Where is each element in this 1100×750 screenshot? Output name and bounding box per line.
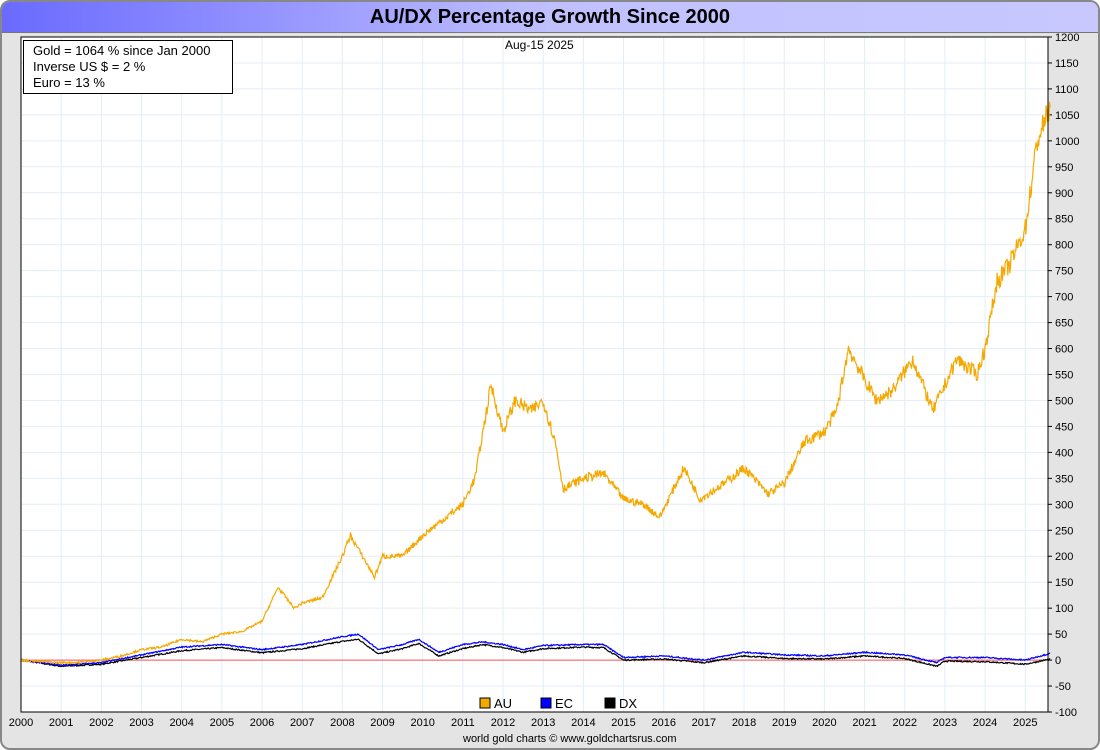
x-tick-label: 2006 xyxy=(250,717,274,729)
chart-title: AU/DX Percentage Growth Since 2000 xyxy=(2,2,1098,33)
y-tick-label: 900 xyxy=(1055,188,1073,200)
y-tick-label: 950 xyxy=(1055,162,1073,174)
y-tick-label: 800 xyxy=(1055,240,1073,252)
legend-label-dx: DX xyxy=(619,696,637,711)
x-tick-label: 2020 xyxy=(812,717,836,729)
y-tick-label: 550 xyxy=(1055,370,1073,382)
x-tick-label: 2008 xyxy=(330,717,354,729)
y-tick-label: -50 xyxy=(1055,681,1071,693)
legend-label-ec: EC xyxy=(555,696,573,711)
y-tick-label: 300 xyxy=(1055,499,1073,511)
info-box: Gold = 1064 % since Jan 2000 Inverse US … xyxy=(23,40,233,94)
x-tick-label: 2014 xyxy=(571,717,595,729)
y-tick-label: 1100 xyxy=(1055,84,1079,96)
x-tick-label: 2017 xyxy=(692,717,716,729)
x-tick-label: 2018 xyxy=(732,717,756,729)
series-line-dx xyxy=(20,638,1051,668)
y-tick-label: 350 xyxy=(1055,473,1073,485)
x-tick-label: 2019 xyxy=(772,717,796,729)
y-tick-label: 1200 xyxy=(1055,32,1079,44)
x-tick-label: 2011 xyxy=(451,717,475,729)
x-tick-label: 2021 xyxy=(852,717,876,729)
x-tick-label: 2000 xyxy=(9,717,33,729)
x-tick-label: 2013 xyxy=(531,717,555,729)
y-tick-label: 1000 xyxy=(1055,136,1079,148)
x-tick-label: 2022 xyxy=(892,717,916,729)
legend-swatch-dx xyxy=(604,697,616,709)
series-line-ec xyxy=(20,633,1051,667)
legend-swatch-ec xyxy=(540,697,552,709)
info-gold: Gold = 1064 % since Jan 2000 xyxy=(33,43,211,58)
series-line-au xyxy=(20,101,1051,666)
x-tick-label: 2009 xyxy=(370,717,394,729)
y-tick-label: 200 xyxy=(1055,551,1073,563)
y-tick-label: 400 xyxy=(1055,447,1073,459)
legend-label-au: AU xyxy=(494,696,512,711)
chart-credit: world gold charts © www.goldchartsrus.co… xyxy=(463,733,677,745)
y-tick-label: 1150 xyxy=(1055,58,1079,70)
y-tick-label: 700 xyxy=(1055,292,1073,304)
y-tick-label: 500 xyxy=(1055,395,1073,407)
x-tick-label: 2002 xyxy=(89,717,113,729)
x-tick-label: 2004 xyxy=(169,717,193,729)
plot-border xyxy=(20,36,1049,713)
x-tick-label: 2001 xyxy=(49,717,73,729)
y-tick-label: 0 xyxy=(1055,655,1061,667)
x-tick-label: 2023 xyxy=(933,717,957,729)
x-tick-label: 2025 xyxy=(1013,717,1037,729)
y-tick-label: 450 xyxy=(1055,421,1073,433)
chart-date: Aug-15 2025 xyxy=(505,38,574,52)
x-tick-label: 2010 xyxy=(410,717,434,729)
x-tick-label: 2015 xyxy=(611,717,635,729)
info-dollar: Inverse US $ = 2 % xyxy=(33,59,146,74)
y-tick-label: 150 xyxy=(1055,577,1073,589)
x-tick-label: 2003 xyxy=(129,717,153,729)
info-euro: Euro = 13 % xyxy=(33,75,105,90)
y-tick-label: 50 xyxy=(1055,629,1067,641)
y-tick-label: 600 xyxy=(1055,344,1073,356)
y-tick-label: 750 xyxy=(1055,266,1073,278)
y-tick-label: 250 xyxy=(1055,525,1073,537)
x-tick-label: 2007 xyxy=(290,717,314,729)
y-tick-label: 100 xyxy=(1055,603,1073,615)
x-tick-label: 2012 xyxy=(491,717,515,729)
x-tick-label: 2005 xyxy=(210,717,234,729)
x-tick-label: 2016 xyxy=(651,717,675,729)
x-tick-label: 2024 xyxy=(973,717,997,729)
y-tick-label: 1050 xyxy=(1055,110,1079,122)
y-tick-label: 650 xyxy=(1055,318,1073,330)
y-tick-label: 850 xyxy=(1055,214,1073,226)
y-tick-label: -100 xyxy=(1055,707,1077,719)
legend-swatch-au xyxy=(479,697,491,709)
